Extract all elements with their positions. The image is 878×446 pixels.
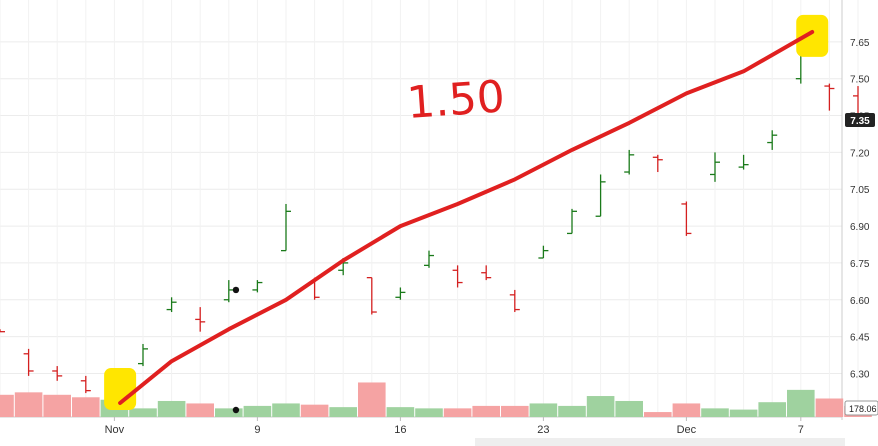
ohlc-bar bbox=[481, 265, 492, 281]
trend-line bbox=[118, 30, 815, 405]
volume-label: 178.06 bbox=[849, 404, 877, 414]
volume-bar bbox=[815, 398, 844, 417]
volume-bar bbox=[701, 408, 729, 417]
y-tick-label: 6.30 bbox=[850, 369, 870, 380]
volume-bar bbox=[14, 392, 43, 417]
ohlc-bar bbox=[366, 276, 377, 315]
ohlc-bar bbox=[652, 154, 663, 173]
ohlc-bar bbox=[166, 297, 177, 313]
volume-bar bbox=[586, 396, 615, 417]
ohlc-bar bbox=[138, 343, 148, 367]
volume-bar bbox=[186, 403, 214, 417]
grid-lines bbox=[0, 0, 859, 420]
volume-bar bbox=[644, 412, 672, 417]
y-tick-label: 7.65 bbox=[850, 38, 870, 49]
ohlc-bar bbox=[424, 250, 434, 268]
ohlc-bar bbox=[595, 174, 606, 217]
x-tick-label: 16 bbox=[394, 424, 406, 436]
highlight-marker bbox=[796, 14, 829, 57]
volume-bar bbox=[472, 405, 500, 417]
volume-bar bbox=[415, 408, 443, 417]
volume-bar bbox=[529, 403, 558, 417]
volume-bar bbox=[243, 405, 272, 417]
x-axis: Nov 9 16 23 Dec 7 bbox=[105, 417, 845, 446]
last-price-badge bbox=[845, 113, 875, 127]
ohlc-bar bbox=[624, 149, 635, 175]
ohlc-bar bbox=[452, 265, 463, 288]
price-bars bbox=[0, 29, 863, 414]
x-tick-label: Dec bbox=[677, 424, 697, 436]
y-tick-label: 7.20 bbox=[850, 148, 870, 159]
volume-bar bbox=[215, 408, 243, 417]
x-tick-label: 9 bbox=[254, 424, 260, 436]
ohlc-bar bbox=[195, 307, 206, 332]
volume-badge bbox=[844, 400, 878, 416]
volume-bar bbox=[272, 403, 300, 417]
volume-bar bbox=[300, 404, 329, 417]
x-tick-label: 23 bbox=[537, 424, 549, 436]
ohlc-bar bbox=[681, 201, 692, 236]
y-tick-label: 7.05 bbox=[850, 185, 870, 196]
event-dot bbox=[232, 286, 240, 294]
volume-bar bbox=[615, 400, 643, 417]
ohlc-bar bbox=[824, 83, 835, 111]
volume-bar bbox=[358, 382, 386, 417]
ohlc-bar bbox=[738, 154, 749, 170]
volume-bar bbox=[729, 409, 758, 417]
ohlc-bar bbox=[509, 289, 520, 313]
y-tick-label: 6.75 bbox=[850, 259, 870, 270]
y-tick-label: 6.60 bbox=[850, 296, 870, 307]
ohlc-bar bbox=[52, 366, 63, 381]
volume-bar bbox=[758, 402, 786, 417]
ohlc-bar bbox=[0, 329, 5, 333]
ohlc-bar bbox=[710, 152, 720, 182]
y-axis: 6.30 6.45 6.60 6.75 6.90 7.05 7.20 7.35 7.50 7.65 bbox=[850, 38, 870, 381]
volume-bar bbox=[787, 389, 815, 417]
volume-bar bbox=[672, 403, 701, 417]
volume-bar bbox=[43, 394, 71, 417]
ohlc-bar bbox=[538, 245, 549, 259]
ohlc-bar bbox=[223, 280, 234, 303]
volume-bar bbox=[0, 394, 14, 417]
price-labels: 7.35 178.06 bbox=[844, 113, 878, 416]
ohlc-bar bbox=[395, 287, 406, 300]
annotation-trend bbox=[104, 14, 829, 410]
volume-bar bbox=[501, 405, 529, 417]
last-price-label: 7.35 bbox=[850, 116, 870, 127]
navigator-strip bbox=[475, 438, 845, 446]
volume-bar bbox=[558, 405, 586, 417]
event-dot bbox=[232, 406, 240, 414]
y-tick-label: 6.90 bbox=[850, 222, 870, 233]
volume-bar bbox=[443, 408, 472, 417]
volume-bar bbox=[386, 407, 415, 417]
volume-bar bbox=[72, 397, 100, 417]
x-tick-label: 7 bbox=[798, 424, 804, 436]
volume-bar bbox=[329, 407, 357, 417]
y-tick-label: 6.45 bbox=[850, 333, 870, 344]
ohlc-bar bbox=[252, 280, 263, 293]
ohlc-bar bbox=[767, 130, 778, 150]
handwritten-annotation: 1.50 bbox=[405, 71, 506, 129]
volume-bar bbox=[157, 400, 186, 417]
y-tick-label: 7.50 bbox=[850, 75, 870, 86]
ohlc-bar bbox=[23, 348, 34, 376]
volume-bar bbox=[129, 408, 157, 417]
highlight-marker bbox=[104, 368, 137, 410]
ohlc-bar bbox=[567, 208, 577, 235]
ohlc-bar bbox=[281, 203, 291, 252]
x-tick-label: Nov bbox=[105, 424, 125, 436]
ohlc-bar bbox=[80, 375, 91, 394]
